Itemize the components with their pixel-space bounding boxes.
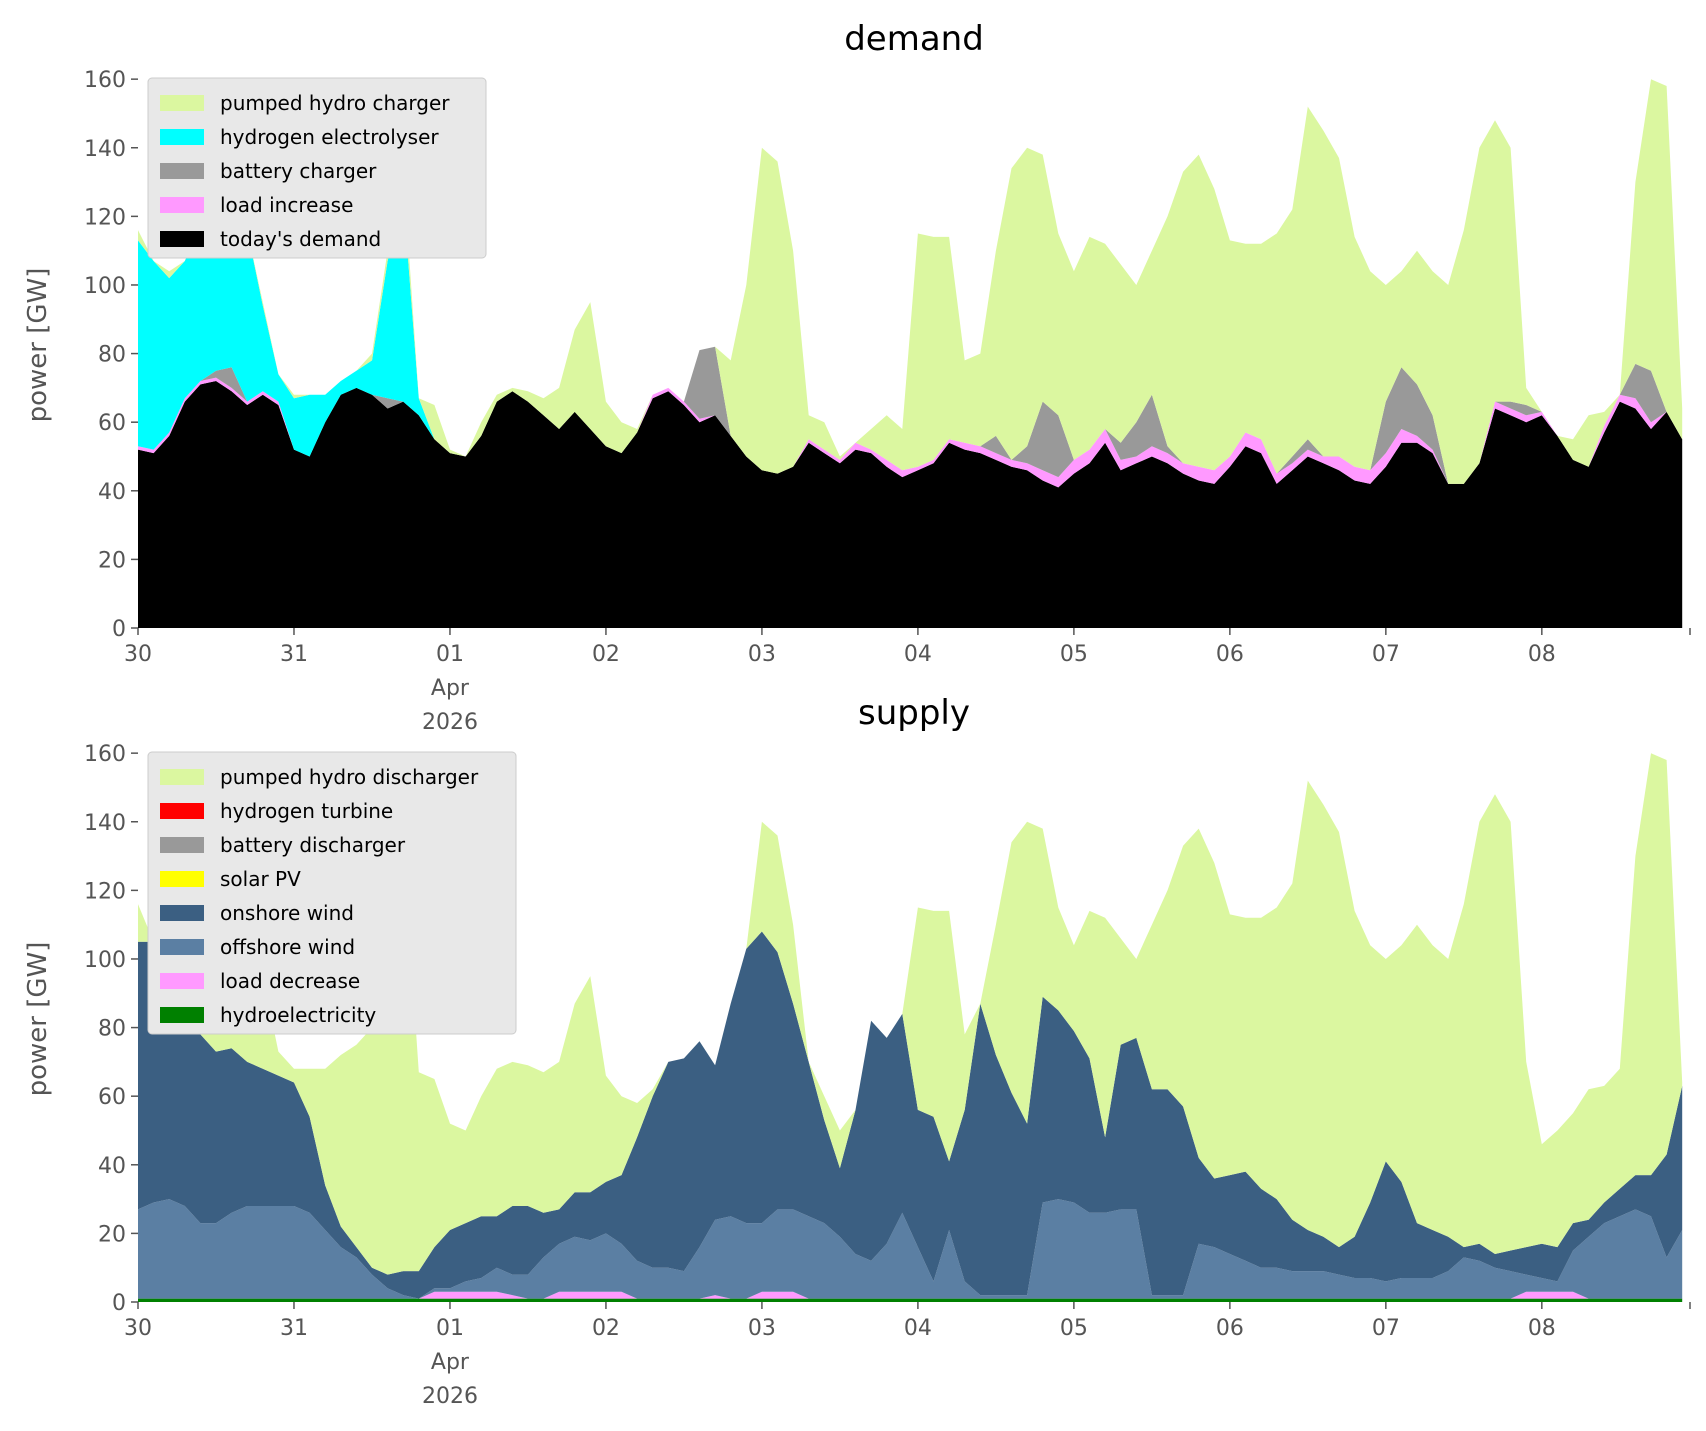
legend-swatch [160, 973, 204, 989]
legend-swatch [160, 769, 204, 785]
y-tick-label: 20 [98, 1222, 126, 1247]
y-tick-label: 80 [98, 343, 126, 368]
x-tick-label: 05 [1060, 1316, 1088, 1341]
area-today-s-demand [138, 381, 1683, 628]
x-tick-label: 01 [436, 642, 464, 667]
y-tick-label: 60 [98, 1085, 126, 1110]
legend-swatch [160, 871, 204, 887]
area-onshore-wind [138, 931, 1683, 1299]
area-load-increase [138, 377, 1683, 488]
x-tick-label: 07 [1372, 642, 1400, 667]
legend-label: pumped hydro charger [220, 91, 450, 115]
y-tick-label: 0 [112, 617, 126, 642]
x-tick-label: Apr [431, 676, 470, 701]
x-tick-label: 04 [904, 1316, 932, 1341]
y-tick-label: 120 [84, 879, 126, 904]
y-tick-label: 100 [84, 274, 126, 299]
x-tick-label: 02 [592, 642, 620, 667]
x-tick-label: 03 [748, 642, 776, 667]
legend-label: load decrease [220, 969, 360, 993]
x-tick-label: 2026 [422, 1384, 478, 1409]
y-axis-label: power [GW] [23, 268, 53, 423]
y-tick-label: 20 [98, 548, 126, 573]
legend-label: battery charger [220, 159, 377, 183]
legend-swatch [160, 231, 204, 247]
area-pumped-hydro-charger [138, 79, 1683, 484]
y-tick-label: 160 [84, 68, 126, 93]
area-pumped-hydro-discharger [138, 753, 1683, 1275]
legend-swatch [160, 163, 204, 179]
legend-swatch [160, 837, 204, 853]
legend-label: load increase [220, 193, 353, 217]
x-tick-label: 31 [280, 1316, 308, 1341]
x-tick-label: 01 [436, 1316, 464, 1341]
x-tick-label: 07 [1372, 1316, 1400, 1341]
y-tick-label: 40 [98, 480, 126, 505]
legend-swatch [160, 197, 204, 213]
legend: pumped hydro charger hydrogen electrolyse… [147, 77, 487, 259]
area-hydroelectricity [138, 1298, 1683, 1302]
legend-box [147, 77, 487, 259]
y-tick-label: 80 [98, 1017, 126, 1042]
y-tick-label: 160 [84, 742, 126, 767]
x-tick-label: 30 [124, 642, 152, 667]
legend-label: hydrogen electrolyser [220, 125, 439, 149]
y-tick-label: 60 [98, 411, 126, 436]
legend-swatch [160, 1007, 204, 1023]
legend: pumped hydro discharger hydrogen turbine b… [147, 751, 517, 1035]
legend-label: hydrogen turbine [220, 799, 393, 823]
x-tick-label: 31 [280, 642, 308, 667]
legend-swatch [160, 905, 204, 921]
legend-label: solar PV [220, 867, 301, 891]
area-offshore-wind [138, 1199, 1683, 1299]
chart-title: demand [844, 19, 984, 59]
chart-title: supply [858, 693, 970, 733]
legend-label: onshore wind [220, 901, 354, 925]
x-tick-label: 03 [748, 1316, 776, 1341]
y-axis-label: power [GW] [23, 942, 53, 1097]
x-tick-label: 08 [1528, 642, 1556, 667]
x-tick-label: 06 [1216, 1316, 1244, 1341]
legend-label: today's demand [220, 227, 381, 251]
legend-swatch [160, 129, 204, 145]
legend-swatch [160, 95, 204, 111]
y-tick-label: 40 [98, 1154, 126, 1179]
legend-label: pumped hydro discharger [220, 765, 479, 789]
x-tick-label: 06 [1216, 642, 1244, 667]
y-tick-label: 100 [84, 948, 126, 973]
x-tick-label: 08 [1528, 1316, 1556, 1341]
x-tick-label: 04 [904, 642, 932, 667]
x-tick-label: 2026 [422, 710, 478, 735]
legend-swatch [160, 939, 204, 955]
legend-label: battery discharger [220, 833, 406, 857]
legend-label: offshore wind [220, 935, 355, 959]
y-tick-label: 0 [112, 1291, 126, 1316]
y-tick-label: 140 [84, 811, 126, 836]
y-tick-label: 120 [84, 205, 126, 230]
legend-box [147, 751, 517, 1035]
x-tick-label: 05 [1060, 642, 1088, 667]
legend-swatch [160, 803, 204, 819]
x-tick-label: Apr [431, 1350, 470, 1375]
y-tick-label: 140 [84, 137, 126, 162]
area-load-decrease [138, 1291, 1683, 1299]
x-tick-label: 30 [124, 1316, 152, 1341]
x-tick-label: 02 [592, 1316, 620, 1341]
legend-label: hydroelectricity [220, 1003, 376, 1027]
